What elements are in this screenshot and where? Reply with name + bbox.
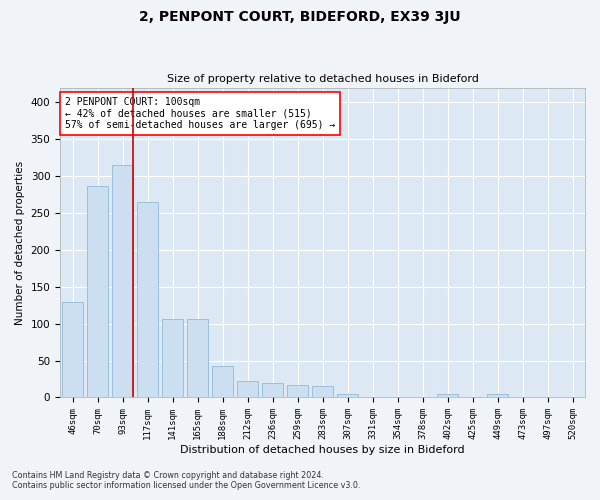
Bar (337, 394, 358, 398)
Bar (62, 302, 83, 398)
Bar (87, 186, 108, 398)
Y-axis label: Number of detached properties: Number of detached properties (15, 160, 25, 324)
Text: Contains HM Land Registry data © Crown copyright and database right 2024.
Contai: Contains HM Land Registry data © Crown c… (12, 470, 361, 490)
Bar (437, 394, 458, 398)
Bar (287, 385, 308, 398)
Title: Size of property relative to detached houses in Bideford: Size of property relative to detached ho… (167, 74, 478, 84)
Bar (112, 165, 133, 398)
Bar (262, 382, 283, 398)
Bar (312, 386, 333, 398)
Bar (237, 380, 258, 398)
Bar (212, 366, 233, 398)
Bar (187, 318, 208, 398)
Bar (162, 318, 183, 398)
Bar (137, 202, 158, 398)
Text: 2, PENPONT COURT, BIDEFORD, EX39 3JU: 2, PENPONT COURT, BIDEFORD, EX39 3JU (139, 10, 461, 24)
Bar (487, 394, 508, 398)
X-axis label: Distribution of detached houses by size in Bideford: Distribution of detached houses by size … (180, 445, 465, 455)
Text: 2 PENPONT COURT: 100sqm
← 42% of detached houses are smaller (515)
57% of semi-d: 2 PENPONT COURT: 100sqm ← 42% of detache… (65, 97, 335, 130)
